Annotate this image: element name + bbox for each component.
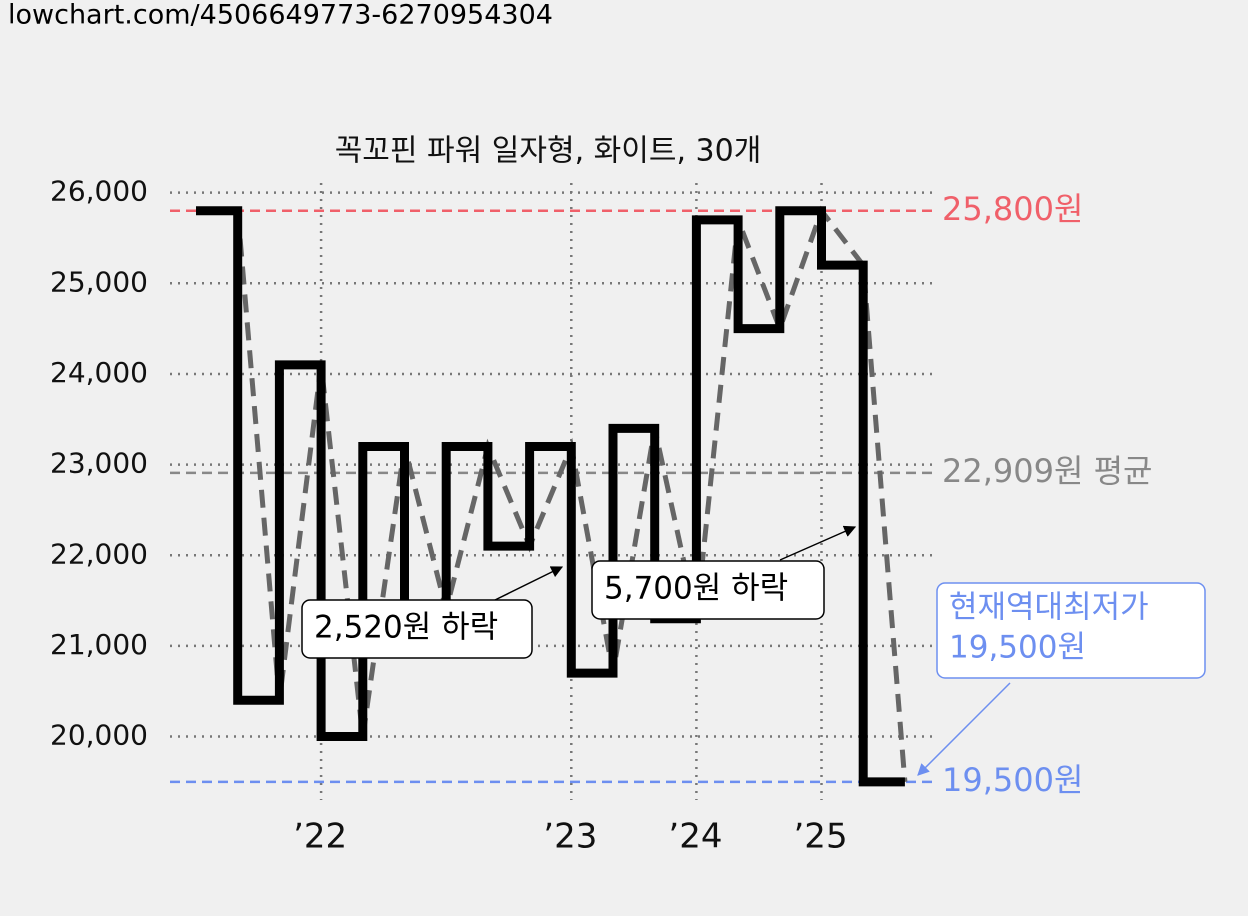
x-tick-label: ’23: [543, 817, 597, 857]
annotation-box: [591, 560, 825, 620]
y-tick-label: 20,000: [50, 719, 148, 752]
x-tick-label: ’22: [293, 817, 347, 857]
y-tick-label: 25,000: [50, 265, 148, 298]
x-tick-label: ’24: [668, 817, 722, 857]
annotation-box: [936, 582, 1206, 679]
y-tick-label: 21,000: [50, 628, 148, 661]
annotation: 현재역대최저가: [949, 590, 1149, 626]
reference-label: 22,909원 평균: [942, 452, 1152, 490]
price-step: [196, 206, 905, 787]
y-tick-label: 24,000: [50, 356, 148, 389]
annotation-box: [301, 599, 533, 659]
x-tick-label: ’25: [794, 817, 848, 857]
url: lowchart.com/4506649773-6270954304: [8, 0, 553, 31]
chart-title: 꼭꼬핀 파워 일자형, 화이트, 30개: [335, 134, 762, 169]
reference-label: 25,800원: [942, 190, 1083, 228]
arrow: [494, 566, 564, 601]
annotation: 2,520원 하락: [314, 610, 498, 646]
annotation: 19,500원: [949, 630, 1086, 666]
annotation: 5,700원 하락: [604, 571, 788, 607]
y-tick-label: 26,000: [50, 175, 148, 208]
arrow: [779, 525, 857, 561]
y-tick-label: 23,000: [50, 447, 148, 480]
arrow: [917, 682, 1011, 776]
reference-label: 19,500원: [942, 761, 1083, 799]
y-tick-label: 22,000: [50, 537, 148, 570]
